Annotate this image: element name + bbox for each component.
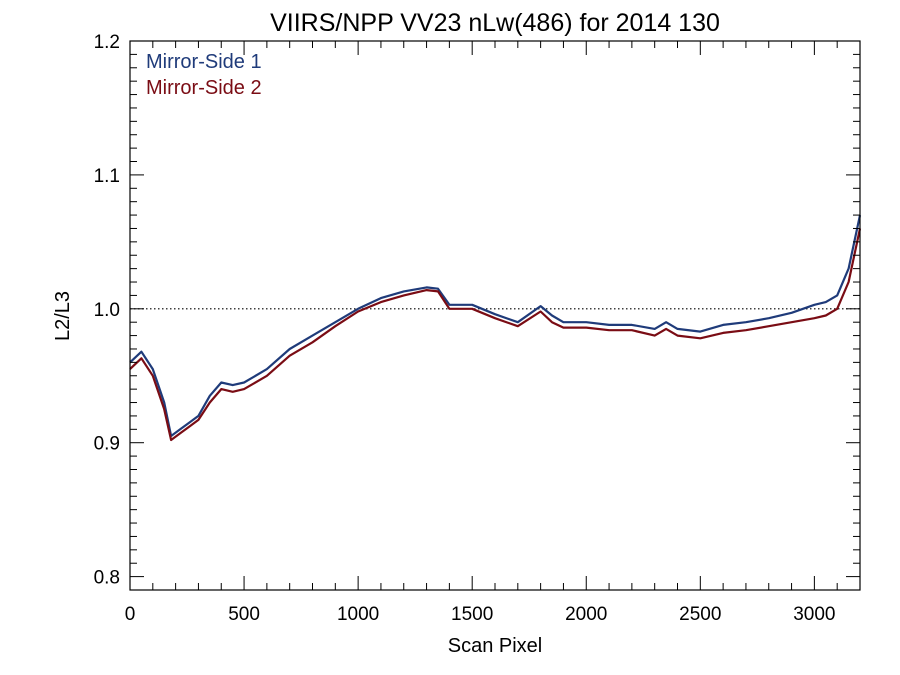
y-tick-label: 1.2	[94, 32, 120, 53]
y-tick-label: 0.9	[94, 434, 120, 455]
x-tick-label: 2000	[565, 604, 607, 625]
x-tick-label: 1000	[337, 604, 379, 625]
plot-frame	[129, 40, 861, 591]
x-tick-label: 3000	[793, 604, 835, 625]
x-tick-label: 500	[228, 604, 260, 625]
legend-entry-1: Mirror-Side 1	[146, 51, 262, 73]
x-tick-label: 0	[125, 604, 136, 625]
y-tick-label: 1.1	[94, 166, 120, 187]
y-axis-label: L2/L3	[52, 291, 74, 341]
legend-entry-2: Mirror-Side 2	[146, 77, 262, 99]
y-tick-label: 0.8	[94, 568, 120, 589]
y-tick-label: 1.0	[94, 300, 120, 321]
series-line-2	[129, 228, 862, 442]
chart-title: VIIRS/NPP VV23 nLw(486) for 2014 130	[270, 9, 720, 37]
series-line-1	[129, 214, 862, 438]
x-axis-label: Scan Pixel	[448, 635, 543, 657]
plot-area	[129, 214, 862, 442]
x-tick-label: 2500	[679, 604, 721, 625]
x-tick-label: 1500	[451, 604, 493, 625]
legend: Mirror-Side 1 Mirror-Side 2	[146, 51, 262, 99]
axes: 0 500 1000 1500 2000 2500 3000 0.8 0.9 1.0 1.1 1.2	[94, 32, 860, 625]
